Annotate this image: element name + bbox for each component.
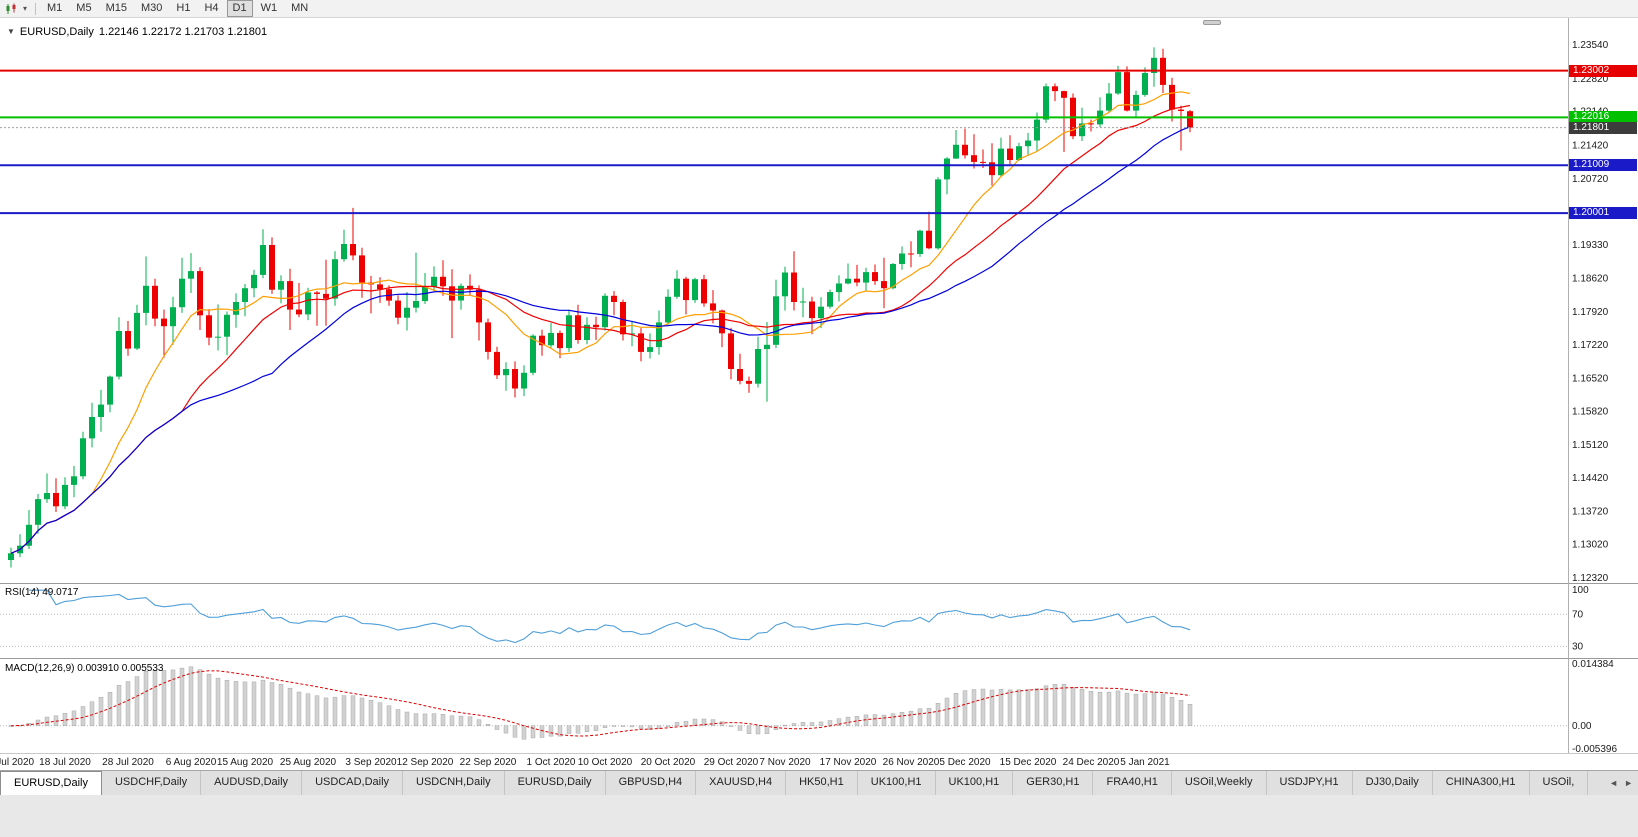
svg-text:1.17220: 1.17220 [1572, 340, 1609, 351]
toolbar-separator [35, 2, 37, 15]
rsi-level-lines [0, 613, 1568, 647]
svg-text:10 Oct 2020: 10 Oct 2020 [578, 757, 633, 768]
rsi-line [29, 589, 1191, 644]
chart-tab-2[interactable]: AUDUSD,Daily [201, 771, 303, 795]
svg-text:1.12320: 1.12320 [1572, 573, 1609, 584]
svg-text:26 Nov 2020: 26 Nov 2020 [883, 757, 940, 768]
chart-type-icon[interactable] [3, 3, 20, 15]
tab-scroll-left-icon[interactable]: ◄ [1609, 778, 1619, 788]
macd-scale-labels: 0.014384 0.00 -0.005396 [1572, 659, 1617, 755]
svg-text:5 Dec 2020: 5 Dec 2020 [939, 757, 991, 768]
svg-text:15 Dec 2020: 15 Dec 2020 [1000, 757, 1057, 768]
svg-text:1.21420: 1.21420 [1572, 141, 1609, 152]
rsi-scale-labels: 100 70 30 [1572, 585, 1589, 652]
sma-fast-line [10, 91, 1191, 554]
svg-text:100: 100 [1572, 585, 1589, 596]
timeframe-button-h1[interactable]: H1 [176, 2, 191, 14]
chart-tab-4[interactable]: USDCNH,Daily [403, 771, 505, 795]
sma-mid-line [10, 104, 1191, 554]
svg-text:1.22140: 1.22140 [1572, 107, 1609, 118]
svg-text:28 Jul 2020: 28 Jul 2020 [102, 757, 154, 768]
svg-text:12 Sep 2020: 12 Sep 2020 [397, 757, 454, 768]
timeframe-button-m15[interactable]: M15 [105, 2, 127, 14]
pane-separator[interactable] [0, 583, 1638, 660]
chart-tab-13[interactable]: USOil,Weekly [1172, 771, 1267, 795]
svg-text:1.20720: 1.20720 [1572, 174, 1609, 185]
svg-text:1.19330: 1.19330 [1572, 240, 1609, 251]
chart-tab-1[interactable]: USDCHF,Daily [102, 771, 202, 795]
date-axis-labels: 9 Jul 2020 18 Jul 2020 28 Jul 2020 6 Aug 20… [0, 757, 1170, 768]
chart-tab-12[interactable]: FRA40,H1 [1093, 771, 1172, 795]
svg-text:1.17920: 1.17920 [1572, 307, 1609, 318]
chart-tab-14[interactable]: USDJPY,H1 [1267, 771, 1353, 795]
timeframe-toolbar: ▾ M1 M5 M15 M30 H1 H4 D1 W1 MN [0, 0, 1638, 18]
chart-tab-9[interactable]: UK100,H1 [858, 771, 936, 795]
timeframe-button-w1[interactable]: W1 [260, 2, 278, 14]
timeframe-button-h4[interactable]: H4 [204, 2, 219, 14]
svg-text:0.00: 0.00 [1572, 721, 1592, 732]
chart-tab-11[interactable]: GER30,H1 [1013, 771, 1094, 795]
svg-text:18 Jul 2020: 18 Jul 2020 [39, 757, 91, 768]
svg-text:30: 30 [1572, 641, 1584, 652]
svg-text:6 Aug 2020: 6 Aug 2020 [166, 757, 217, 768]
chart-tab-15[interactable]: DJ30,Daily [1353, 771, 1433, 795]
svg-text:1.14420: 1.14420 [1572, 473, 1609, 484]
sma-slow-line [10, 126, 1191, 554]
svg-text:1.22820: 1.22820 [1572, 74, 1609, 85]
svg-text:9 Jul 2020: 9 Jul 2020 [0, 757, 35, 768]
bottom-filler [0, 795, 1638, 837]
svg-text:1.16520: 1.16520 [1572, 374, 1609, 385]
svg-text:15 Aug 2020: 15 Aug 2020 [217, 757, 274, 768]
timeframe-buttons: M1 M5 M15 M30 H1 H4 D1 W1 MN [41, 0, 314, 17]
chart-type-caret-icon[interactable]: ▾ [23, 4, 28, 13]
chart-background [0, 18, 1638, 770]
chart-tab-6[interactable]: GBPUSD,H4 [606, 771, 697, 795]
timeframe-button-d1[interactable]: D1 [226, 0, 253, 17]
timeframe-button-m5[interactable]: M5 [76, 2, 92, 14]
svg-text:1.13720: 1.13720 [1572, 507, 1609, 518]
chart-tabs: EURUSD,Daily USDCHF,Daily AUDUSD,Daily USDC… [0, 771, 1604, 795]
svg-text:22 Sep 2020: 22 Sep 2020 [460, 757, 517, 768]
chart-tab-7[interactable]: XAUUSD,H4 [696, 771, 787, 795]
svg-text:20 Oct 2020: 20 Oct 2020 [641, 757, 696, 768]
chart-tab-8[interactable]: HK50,H1 [786, 771, 858, 795]
timeframe-button-m30[interactable]: M30 [140, 2, 163, 14]
svg-text:1.13020: 1.13020 [1572, 540, 1609, 551]
svg-text:1.15120: 1.15120 [1572, 440, 1609, 451]
svg-text:24 Dec 2020: 24 Dec 2020 [1063, 757, 1120, 768]
svg-text:1.18620: 1.18620 [1572, 274, 1609, 285]
timeframe-button-m1[interactable]: M1 [47, 2, 63, 14]
svg-text:1 Oct 2020: 1 Oct 2020 [527, 757, 576, 768]
svg-text:1.23540: 1.23540 [1572, 40, 1609, 51]
svg-text:-0.005396: -0.005396 [1572, 744, 1617, 755]
svg-text:1.20020: 1.20020 [1572, 207, 1609, 218]
svg-text:3 Sep 2020: 3 Sep 2020 [345, 757, 397, 768]
chart-tab-5[interactable]: EURUSD,Daily [505, 771, 606, 795]
tab-scroll-right-icon[interactable]: ► [1624, 778, 1633, 788]
svg-text:5 Jan 2021: 5 Jan 2021 [1120, 757, 1170, 768]
chart-tab-16[interactable]: CHINA300,H1 [1433, 771, 1530, 795]
chart-tab-17[interactable]: USOil, [1530, 771, 1589, 795]
svg-text:25 Aug 2020: 25 Aug 2020 [280, 757, 337, 768]
chart-canvas[interactable]: 1.23540 1.22820 1.22140 1.21420 1.20720 1.200… [0, 18, 1638, 770]
svg-text:0.014384: 0.014384 [1572, 659, 1614, 670]
chart-tab-10[interactable]: UK100,H1 [936, 771, 1014, 795]
chart-scroll-thumb[interactable] [1203, 20, 1221, 25]
chart-tab-0[interactable]: EURUSD,Daily [0, 771, 102, 795]
tab-nav: ◄ ► [1604, 771, 1638, 795]
macd-histogram [8, 666, 1193, 740]
timeframe-button-mn[interactable]: MN [291, 2, 309, 14]
macd-signal-line [10, 670, 1191, 737]
svg-text:7 Nov 2020: 7 Nov 2020 [759, 757, 811, 768]
svg-text:17 Nov 2020: 17 Nov 2020 [820, 757, 877, 768]
candles-layer [8, 47, 1193, 568]
chart-tab-bar: EURUSD,Daily USDCHF,Daily AUDUSD,Daily USDC… [0, 770, 1638, 795]
chart-tab-3[interactable]: USDCAD,Daily [302, 771, 404, 795]
svg-text:70: 70 [1572, 609, 1584, 620]
svg-text:1.15820: 1.15820 [1572, 407, 1609, 418]
svg-text:29 Oct 2020: 29 Oct 2020 [704, 757, 759, 768]
